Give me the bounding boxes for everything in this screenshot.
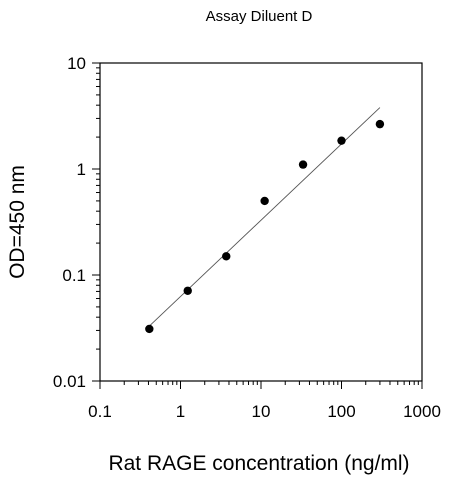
x-tick-label: 0.1 [88, 402, 112, 421]
x-tick-label: 10 [252, 402, 271, 421]
x-axis-ticks: 0.1 1 10 100 1000 [88, 381, 441, 421]
data-point [222, 252, 231, 261]
x-tick-label: 1 [176, 402, 185, 421]
plot-frame [99, 62, 423, 382]
x-tick-label: 100 [327, 402, 355, 421]
y-tick-label: 0.1 [62, 266, 86, 285]
y-tick-label: 0.01 [53, 372, 86, 391]
y-tick-label: 1 [77, 160, 86, 179]
data-point [260, 196, 269, 206]
x-axis-label: Rat RAGE concentration (ng/ml) [108, 452, 409, 475]
data-point [298, 160, 308, 169]
y-tick-label: 10 [67, 54, 86, 73]
x-tick-label: 1000 [403, 402, 441, 421]
data-point [375, 119, 385, 129]
data-point [337, 136, 346, 145]
data-point [183, 286, 192, 295]
y-axis-ticks: 0.01 0.1 1 10 [53, 54, 100, 391]
y-axis-label: OD=450 nm [6, 165, 29, 279]
chart-title: Assay Diluent D [206, 8, 313, 25]
data-points [145, 119, 385, 334]
data-point [145, 324, 154, 334]
